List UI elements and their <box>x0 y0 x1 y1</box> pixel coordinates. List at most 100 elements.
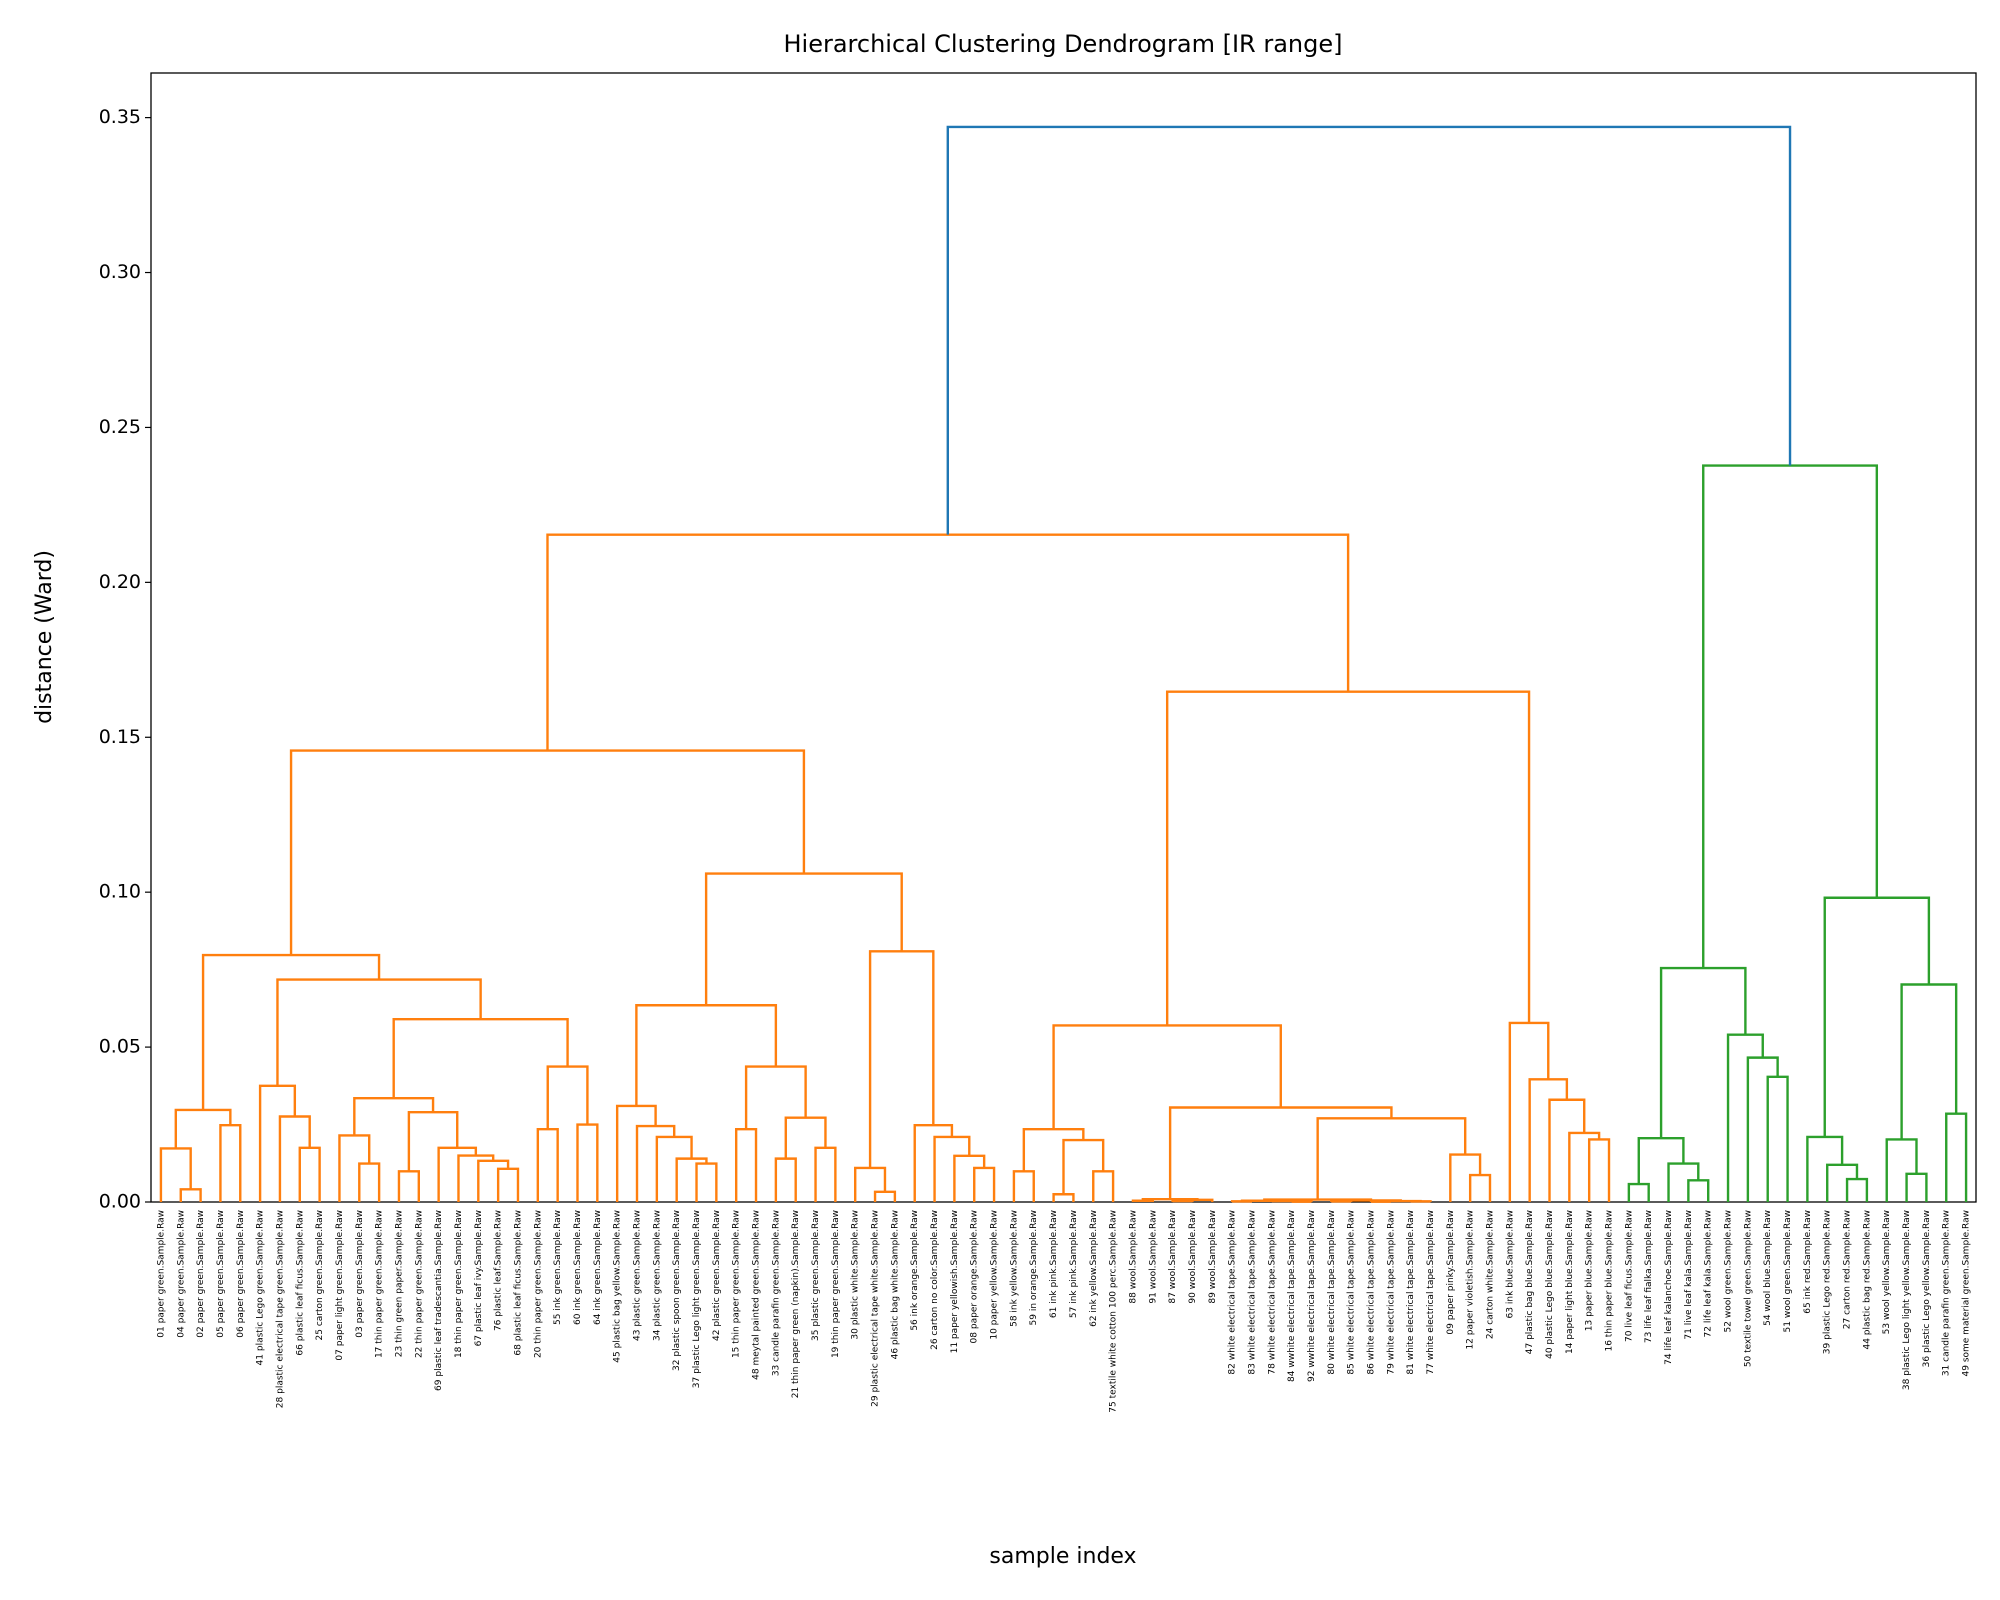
leaf-label: 62 ink yellow.Sample.Raw <box>1089 1210 1099 1327</box>
leaf-label: 82 white electrical tape.Sample.Raw <box>1228 1210 1238 1375</box>
leaf-label: 16 thin paper blue.Sample.Raw <box>1605 1210 1615 1352</box>
dendrogram-link <box>695 1162 718 1202</box>
dendrogram-link <box>635 1004 778 1106</box>
dendrogram-link <box>1726 1033 1764 1202</box>
dendrogram-link <box>973 1166 996 1202</box>
leaf-label: 15 thin paper green.Sample.Raw <box>732 1210 742 1358</box>
leaf-label: 01 paper green.Sample.Raw <box>156 1210 166 1338</box>
dendrogram-link <box>457 1154 495 1202</box>
leaf-label: 42 plastic green.Sample.Raw <box>712 1210 722 1341</box>
leaf-label: 91 wool.Sample.Raw <box>1148 1210 1158 1304</box>
dendrogram-link <box>1528 1078 1569 1202</box>
dendrogram-link <box>1568 1131 1601 1202</box>
leaf-label: 26 carton no color.Sample.Raw <box>930 1210 940 1350</box>
dendrogram-link <box>1052 1024 1282 1130</box>
dendrogram-link <box>546 533 1350 751</box>
leaf-label: 70 live leaf ficus.Sample.Raw <box>1624 1210 1634 1342</box>
leaf-label: 52 wool green.Sample.Raw <box>1724 1210 1734 1332</box>
leaf-label: 34 plastic green.Sample.Raw <box>652 1210 662 1341</box>
dendrogram-link <box>219 1123 242 1202</box>
leaf-label: 43 plastic green.Sample.Raw <box>633 1210 643 1341</box>
y-tick-label: 0.00 <box>99 1191 141 1213</box>
dendrogram-link <box>159 1147 192 1202</box>
dendrogram-link <box>655 1135 693 1202</box>
y-tick-label: 0.35 <box>99 106 141 128</box>
dendrogram-link <box>1316 1117 1467 1200</box>
leaf-label: 27 carton red.Sample.Raw <box>1843 1210 1853 1329</box>
leaf-label: 18 thin paper green.Sample.Raw <box>454 1210 464 1358</box>
leaf-label: 19 thin paper green.Sample.Raw <box>831 1210 841 1358</box>
dendrogram-link <box>1905 1172 1928 1202</box>
leaf-label: 74 life leaf kalanchoe.Sample.Raw <box>1664 1210 1674 1365</box>
leaf-label: 61 ink pink.Sample.Raw <box>1049 1210 1059 1318</box>
leaf-label: 36 plastic Lego yellow.Sample.Raw <box>1922 1210 1932 1367</box>
leaf-label: 12 paper violetish.Sample.Raw <box>1466 1210 1476 1350</box>
dendrogram-link <box>1823 896 1931 1137</box>
leaf-label: 29 plastic electrical tape white.Sample.… <box>871 1210 881 1407</box>
dendrogram-link <box>546 1065 589 1130</box>
dendrogram-link <box>174 1108 232 1149</box>
dendrogram-link <box>276 978 482 1086</box>
dendrogram-link <box>1637 1136 1685 1185</box>
leaf-label: 57 ink pink.Sample.Raw <box>1069 1210 1079 1318</box>
y-tick-label: 0.05 <box>99 1036 141 1058</box>
dendrogram-link <box>1900 983 1958 1140</box>
leaf-label: 11 paper yellowish.Sample.Raw <box>950 1210 960 1353</box>
leaf-label: 07 paper light green.Sample.Raw <box>335 1210 345 1361</box>
dendrogram-link <box>704 872 903 1006</box>
leaf-label: 39 plastic Lego red.Sample.Raw <box>1823 1210 1833 1354</box>
dendrogram-link <box>1627 1182 1650 1202</box>
leaf-label: 59 in orange.Sample.Raw <box>1029 1210 1039 1325</box>
dendrogram-link <box>1092 1170 1115 1202</box>
x-axis-label: sample index <box>989 1544 1136 1569</box>
dendrogram-link <box>1022 1127 1085 1172</box>
dendrogram-link <box>338 1134 371 1202</box>
leaf-label: 32 plastic spoon green.Sample.Raw <box>672 1210 682 1371</box>
dendrogram-link <box>1826 1163 1859 1202</box>
leaf-label: 50 textile towel green.Sample.Raw <box>1743 1210 1753 1367</box>
leaf-label: 66 plastic leaf ficus.Sample.Raw <box>295 1210 305 1356</box>
leaf-label: 71 live leaf kala.Sample.Raw <box>1684 1210 1694 1340</box>
dendrogram-link <box>1171 1199 1194 1203</box>
leaf-label: 03 paper green.Sample.Raw <box>355 1210 365 1338</box>
dendrogram-link <box>868 950 935 1168</box>
dendrogram-link <box>536 1127 559 1202</box>
leaf-label: 06 paper green.Sample.Raw <box>236 1210 246 1338</box>
leaf-label: 83 white electrical tape.Sample.Raw <box>1247 1210 1257 1375</box>
dendrogram-link <box>1766 1075 1789 1202</box>
leaf-label: 84 wwhite electrical tape.Sample.Raw <box>1287 1210 1297 1382</box>
leaf-label: 46 plastic bag white.Sample.Raw <box>890 1210 900 1359</box>
dendrogram-link <box>496 1167 520 1202</box>
dendrogram-link <box>1168 1106 1393 1200</box>
leaf-label: 44 plastic bag red.Sample.Raw <box>1862 1210 1872 1350</box>
leaf-label: 55 ink green.Sample.Raw <box>553 1210 563 1325</box>
leaf-label: 08 paper orange.Sample.Raw <box>970 1210 980 1343</box>
y-axis-label: distance (Ward) <box>32 550 57 724</box>
dendrogram-link <box>933 1135 971 1202</box>
dendrogram-link <box>1702 464 1879 969</box>
dendrogram-link <box>278 1115 311 1202</box>
leaf-label: 22 thin paper green.Sample.Raw <box>414 1210 424 1358</box>
leaf-label: 67 plastic leaf ivy.Sample.Raw <box>474 1210 484 1346</box>
leaf-label: 47 plastic bag blue.Sample.Raw <box>1525 1210 1535 1354</box>
leaf-label: 88 wool.Sample.Raw <box>1128 1210 1138 1304</box>
leaf-label: 86 white electrical tape.Sample.Raw <box>1366 1210 1376 1375</box>
leaf-label: 31 candle parafin green.Sample.Raw <box>1942 1210 1952 1376</box>
dendrogram-link <box>1240 1199 1288 1202</box>
chart-title: Hierarchical Clustering Dendrogram [IR r… <box>783 30 1342 58</box>
leaf-label: 28 plastic electrical tape green.Sample.… <box>275 1210 285 1408</box>
dendrogram-link <box>814 1146 837 1202</box>
leaf-label: 33 candle parafin green.Sample.Raw <box>771 1210 781 1376</box>
dendrogram-link <box>784 1116 827 1159</box>
leaf-label: 49 some material green.Sample.Raw <box>1962 1210 1972 1377</box>
leaf-label: 80 white electrical tape.Sample.Raw <box>1327 1210 1337 1375</box>
leaf-label: 30 plastic white.Sample.Raw <box>851 1210 861 1340</box>
leaf-label: 41 plastic Lego green.Sample.Raw <box>256 1210 266 1365</box>
dendrogram-link <box>179 1188 202 1202</box>
leaf-label: 78 white electrical tape.Sample.Raw <box>1267 1210 1277 1375</box>
leaf-label: 54 wool blue.Sample.Raw <box>1763 1210 1773 1326</box>
leaf-label: 60 ink green.Sample.Raw <box>573 1210 583 1325</box>
dendrogram-link <box>1806 1135 1844 1202</box>
